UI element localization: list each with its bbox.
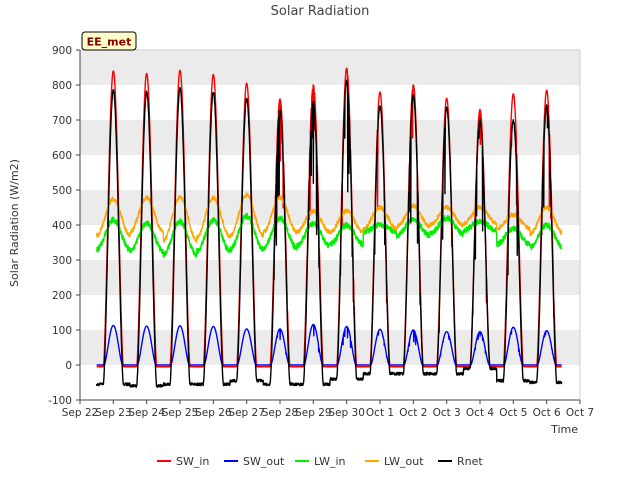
station-badge: EE_met (81, 31, 137, 51)
x-tick-label: Oct 1 (366, 407, 394, 419)
grid-band (80, 260, 580, 295)
legend: SW_in SW_out LW_in LW_out Rnet (157, 455, 483, 468)
legend-label: LW_out (384, 455, 424, 468)
series-line-sw-out (96, 323, 563, 366)
x-tick-label: Sep 26 (195, 407, 232, 419)
x-tick-label: Oct 4 (466, 407, 494, 419)
chart-title: Solar Radiation (271, 4, 370, 19)
x-tick-label: Sep 27 (228, 407, 265, 419)
series-lines (95, 67, 563, 389)
y-tick-label: 400 (52, 220, 72, 232)
x-tick-label: Oct 5 (499, 407, 527, 419)
y-tick-label: 600 (52, 150, 72, 162)
y-tick-label: 500 (52, 185, 72, 197)
x-tick-label: Sep 24 (128, 407, 165, 419)
y-tick-label: 0 (65, 360, 72, 372)
x-tick-label: Oct 2 (399, 407, 427, 419)
x-tick-label: Sep 29 (295, 407, 332, 419)
x-tick-label: Sep 25 (162, 407, 199, 419)
x-tick-label: Sep 23 (95, 407, 132, 419)
grid-band (80, 330, 580, 365)
x-axis-label: Time (550, 423, 578, 436)
series-line-rnet (95, 79, 563, 389)
x-tick-label: Oct 3 (433, 407, 461, 419)
y-tick-label: -100 (48, 395, 72, 407)
y-tick-label: 800 (52, 80, 72, 92)
x-tick-label: Sep 28 (262, 407, 299, 419)
grid-band (80, 190, 580, 225)
x-tick-label: Oct 6 (533, 407, 561, 419)
plot-frame (79, 49, 581, 401)
y-tick-label: 700 (52, 115, 72, 127)
y-tick-label: 100 (52, 325, 72, 337)
station-badge-label: EE_met (87, 36, 132, 49)
y-tick-label: 200 (52, 290, 72, 302)
grid-band (80, 120, 580, 155)
legend-label: LW_in (314, 455, 346, 468)
y-axis-ticks: -100 0 100 200 300 400 500 600 700 800 900 (48, 45, 80, 407)
y-tick-label: 300 (52, 255, 72, 267)
y-axis-label: Solar Radiation (W/m2) (8, 159, 21, 287)
y-tick-label: 900 (52, 45, 72, 57)
legend-label: SW_in (176, 455, 209, 468)
legend-label: SW_out (243, 455, 285, 468)
grid-band (80, 50, 580, 85)
station-badge-box (81, 31, 137, 51)
legend-label: Rnet (457, 455, 483, 468)
x-tick-label: Sep 22 (62, 407, 99, 419)
x-tick-label: Oct 7 (566, 407, 594, 419)
x-tick-label: Sep 30 (328, 407, 365, 419)
